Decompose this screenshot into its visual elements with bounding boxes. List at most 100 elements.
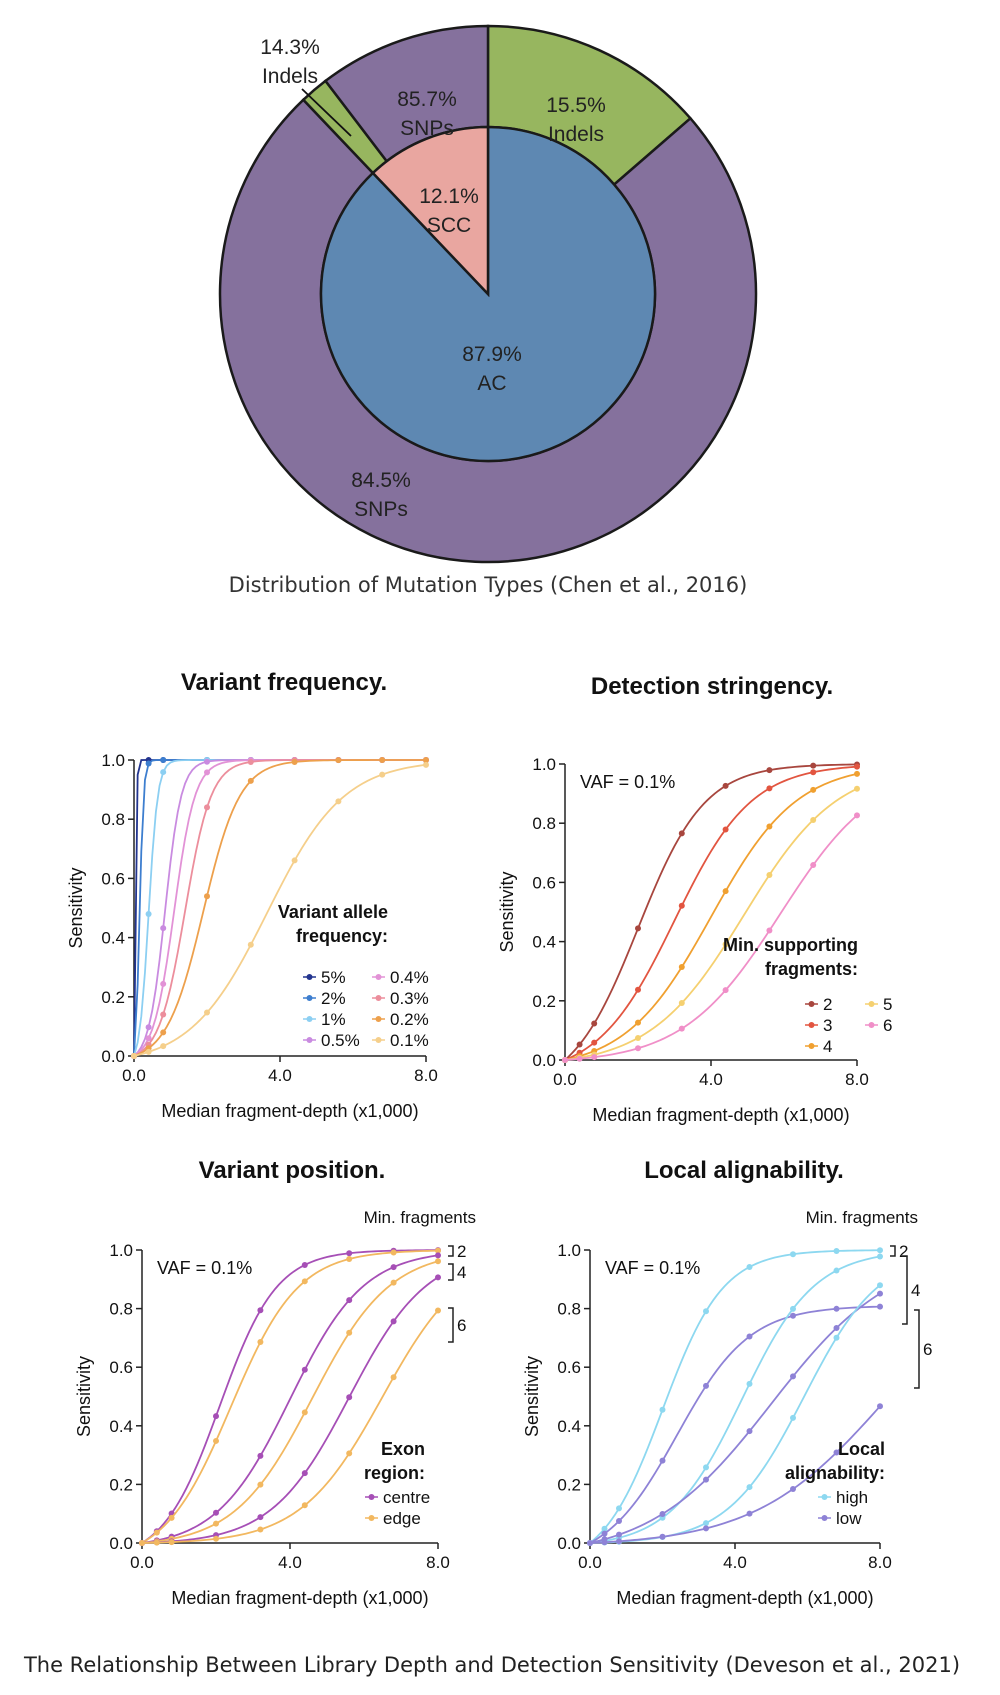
legend-label: 2% — [321, 989, 346, 1008]
legend-label: 5% — [321, 968, 346, 987]
series-line-5 — [564, 787, 858, 1061]
legend-swatch-dot — [368, 1494, 375, 1500]
data-point-low — [833, 1305, 840, 1312]
vaf-annotation: VAF = 0.1% — [580, 772, 675, 792]
data-point-centre — [257, 1514, 264, 1521]
x-axis-label: Median fragment-depth (x1,000) — [161, 1101, 418, 1121]
series-line-3 — [564, 765, 858, 1061]
data-point-centre — [301, 1470, 308, 1477]
data-point-2 — [635, 925, 641, 932]
data-point-edge — [390, 1249, 397, 1256]
data-point-4 — [854, 770, 860, 777]
legend-label: centre — [383, 1488, 430, 1507]
y-tick-label: 0.6 — [101, 869, 125, 888]
donut-label-name: AC — [477, 372, 506, 395]
data-point-6 — [576, 1055, 583, 1062]
legend-label: 0.5% — [321, 1031, 360, 1050]
legend-label: 6 — [883, 1016, 892, 1035]
data-point-0.3% — [204, 804, 210, 811]
donut-caption: Distribution of Mutation Types (Chen et … — [229, 573, 748, 597]
legend-label: high — [836, 1488, 868, 1507]
data-point-edge — [346, 1256, 353, 1263]
data-point-edge — [346, 1450, 353, 1457]
data-point-6 — [854, 812, 860, 819]
legend-swatch-dot — [868, 1001, 875, 1007]
x-axis-label: Median fragment-depth (x1,000) — [171, 1588, 428, 1608]
data-point-3 — [766, 785, 773, 792]
data-point-high — [703, 1308, 709, 1315]
data-point-5 — [810, 816, 817, 823]
data-point-low — [877, 1403, 883, 1410]
legend-label: 0.1% — [390, 1031, 429, 1050]
series-line-2 — [564, 763, 858, 1061]
data-point-low — [790, 1312, 796, 1319]
series-line-6 — [564, 814, 858, 1061]
data-point-1% — [145, 911, 152, 918]
legend-label: 5 — [883, 995, 892, 1014]
legend-swatch-dot — [375, 1016, 382, 1022]
data-point-3 — [591, 1039, 598, 1046]
data-point-edge — [168, 1539, 175, 1546]
y-axis-label: Sensitivity — [66, 867, 86, 948]
data-point-5 — [635, 1034, 641, 1041]
chart-title: Variant position. — [199, 1157, 386, 1184]
data-point-edge — [301, 1409, 308, 1416]
data-point-edge — [213, 1535, 219, 1542]
series-line-4 — [564, 773, 858, 1061]
data-point-edge — [301, 1502, 308, 1509]
series-line-0.1% — [133, 763, 427, 1057]
legend-label: 3 — [823, 1016, 832, 1035]
data-point-0.2% — [247, 777, 254, 784]
data-point-high — [790, 1414, 796, 1421]
data-point-high — [833, 1267, 840, 1274]
data-point-high — [877, 1253, 883, 1260]
data-point-centre — [435, 1252, 441, 1259]
x-tick-label: 0.0 — [130, 1553, 154, 1572]
bracket-label: 4 — [911, 1281, 920, 1300]
legend-swatch-dot — [808, 1001, 815, 1007]
x-tick-label: 0.0 — [578, 1553, 602, 1572]
data-point-high — [616, 1505, 622, 1512]
data-point-1% — [160, 769, 167, 776]
bracket-label: 2 — [899, 1242, 908, 1261]
y-tick-label: 0.4 — [557, 1417, 581, 1436]
data-point-low — [790, 1373, 796, 1380]
data-point-low — [703, 1476, 709, 1483]
bracket-mark — [914, 1309, 920, 1389]
y-tick-label: 0.4 — [532, 933, 556, 952]
x-tick-label: 0.0 — [553, 1070, 577, 1089]
data-point-edge — [390, 1279, 397, 1286]
data-point-2 — [722, 782, 729, 789]
data-point-0.4% — [204, 769, 210, 776]
legend-swatch-dot — [808, 1022, 815, 1028]
data-point-centre — [390, 1318, 397, 1325]
legend-title-line: Exon — [381, 1439, 425, 1459]
y-tick-label: 0.8 — [109, 1300, 133, 1319]
bracket-mark — [448, 1245, 454, 1257]
data-point-6 — [810, 862, 817, 869]
data-point-4 — [678, 964, 685, 971]
bracket-header: Min. fragments — [806, 1208, 918, 1227]
data-point-6 — [562, 1057, 568, 1063]
chart-title: Local alignability. — [644, 1157, 844, 1184]
data-point-4 — [635, 1019, 641, 1026]
data-point-high — [877, 1282, 883, 1289]
data-point-high — [703, 1464, 709, 1471]
x-tick-label: 4.0 — [723, 1553, 747, 1572]
data-point-0.2% — [423, 757, 429, 764]
y-tick-label: 0.6 — [557, 1358, 581, 1377]
y-tick-label: 0.8 — [532, 814, 556, 833]
data-point-0.5% — [160, 925, 167, 932]
y-tick-label: 0.2 — [109, 1475, 133, 1494]
donut-label-pct: 85.7% — [397, 88, 457, 111]
donut-label-name: Indels — [548, 123, 604, 146]
legend-label: 0.4% — [390, 968, 429, 987]
donut-label-pct: 84.5% — [351, 469, 411, 492]
data-point-low — [616, 1531, 622, 1538]
data-point-edge — [435, 1247, 441, 1254]
x-tick-label: 8.0 — [426, 1553, 450, 1572]
y-tick-label: 0.4 — [101, 929, 125, 948]
bracket-label: 4 — [457, 1263, 466, 1282]
data-point-high — [877, 1247, 883, 1254]
data-point-edge — [257, 1481, 264, 1488]
